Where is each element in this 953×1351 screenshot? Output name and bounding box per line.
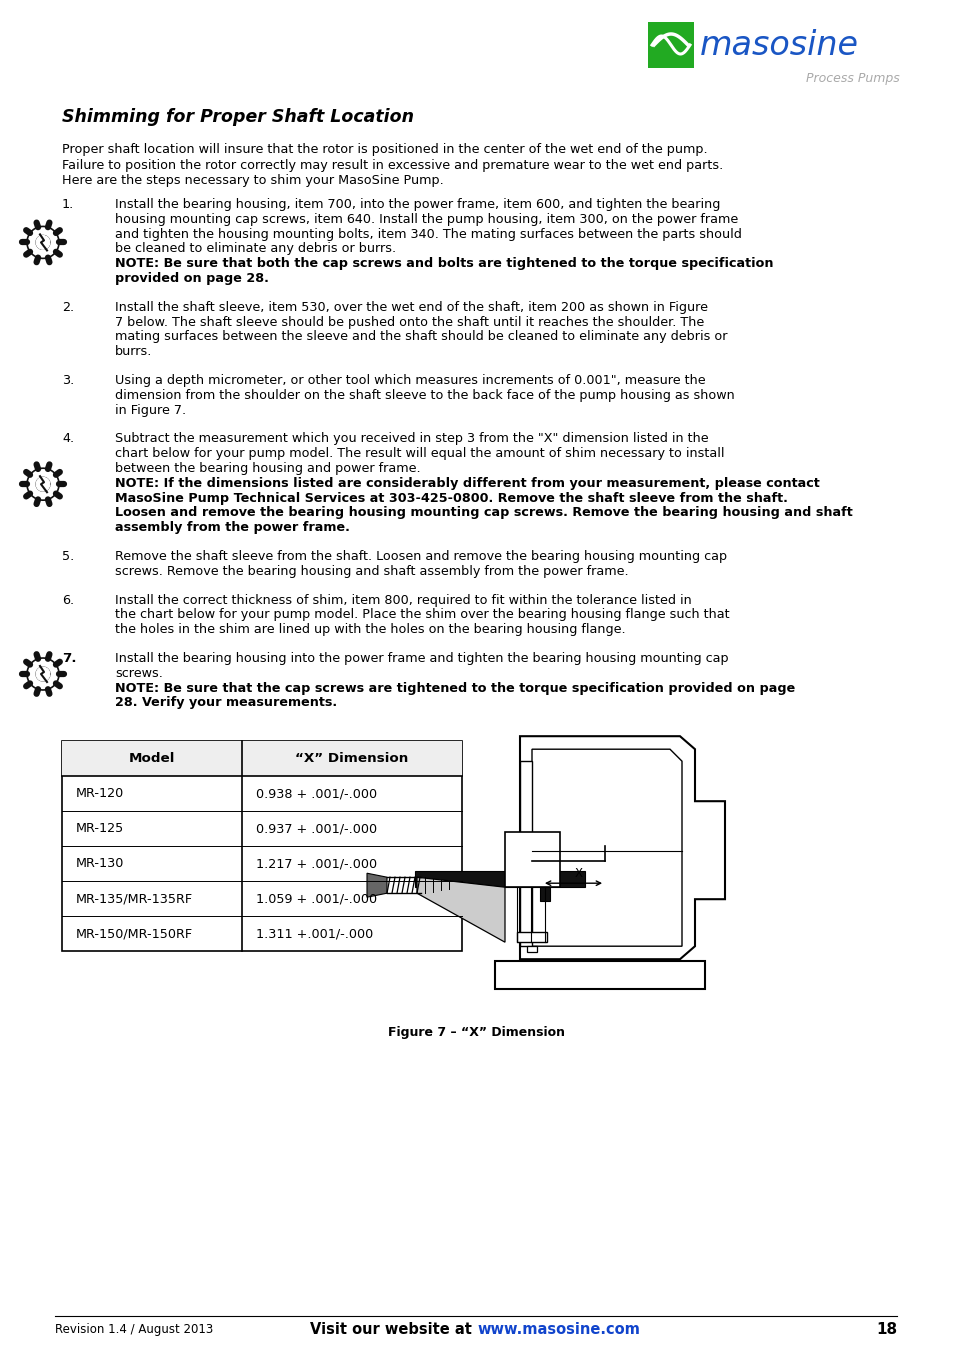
Text: MR-135/MR-135RF: MR-135/MR-135RF (76, 892, 193, 905)
Text: 0.937 + .001/-.000: 0.937 + .001/-.000 (255, 823, 376, 835)
Text: Here are the steps necessary to shim your MasoSine Pump.: Here are the steps necessary to shim you… (62, 174, 443, 186)
Text: NOTE: If the dimensions listed are considerably different from your measurement,: NOTE: If the dimensions listed are consi… (115, 477, 819, 490)
Text: MR-125: MR-125 (76, 823, 124, 835)
Text: NOTE: Be sure that the cap screws are tightened to the torque specification prov: NOTE: Be sure that the cap screws are ti… (115, 682, 795, 694)
Text: masosine: masosine (700, 30, 858, 62)
Bar (517, 932, 546, 942)
Text: screws. Remove the bearing housing and shaft assembly from the power frame.: screws. Remove the bearing housing and s… (115, 565, 628, 578)
Polygon shape (416, 877, 504, 942)
Text: Shimming for Proper Shaft Location: Shimming for Proper Shaft Location (62, 108, 414, 126)
Text: Install the bearing housing into the power frame and tighten the bearing housing: Install the bearing housing into the pow… (115, 653, 728, 665)
Text: chart below for your pump model. The result will equal the amount of shim necess: chart below for your pump model. The res… (115, 447, 723, 461)
Bar (62, 742, 461, 777)
Bar (415, 871, 584, 888)
Bar (495, 961, 704, 989)
Text: 18: 18 (875, 1323, 896, 1337)
Text: 1.: 1. (62, 199, 74, 211)
Text: the chart below for your pump model. Place the shim over the bearing housing fla: the chart below for your pump model. Pla… (115, 608, 729, 621)
Polygon shape (367, 873, 387, 897)
Text: dimension from the shoulder on the shaft sleeve to the back face of the pump hou: dimension from the shoulder on the shaft… (115, 389, 734, 401)
Text: in Figure 7.: in Figure 7. (115, 404, 186, 416)
Bar (526, 946, 537, 952)
Text: assembly from the power frame.: assembly from the power frame. (115, 521, 350, 534)
Text: 0.938 + .001/-.000: 0.938 + .001/-.000 (255, 788, 376, 800)
Text: MR-120: MR-120 (76, 788, 124, 800)
Text: 7.: 7. (62, 653, 76, 665)
Text: Remove the shaft sleeve from the shaft. Loosen and remove the bearing housing mo: Remove the shaft sleeve from the shaft. … (115, 550, 726, 563)
Text: and tighten the housing mounting bolts, item 340. The mating surfaces between th: and tighten the housing mounting bolts, … (115, 227, 741, 240)
Text: 4.: 4. (62, 432, 74, 446)
Text: www.masosine.com: www.masosine.com (476, 1323, 639, 1337)
Text: 1.059 + .001/-.000: 1.059 + .001/-.000 (255, 892, 376, 905)
Text: Process Pumps: Process Pumps (805, 72, 899, 85)
Text: 7 below. The shaft sleeve should be pushed onto the shaft until it reaches the s: 7 below. The shaft sleeve should be push… (115, 316, 703, 328)
Text: Loosen and remove the bearing housing mounting cap screws. Remove the bearing ho: Loosen and remove the bearing housing mo… (115, 507, 852, 519)
Text: 6.: 6. (62, 593, 74, 607)
Text: “X” Dimension: “X” Dimension (295, 753, 408, 765)
Text: MR-150/MR-150RF: MR-150/MR-150RF (76, 927, 193, 940)
Text: Subtract the measurement which you received in step 3 from the "X" dimension lis: Subtract the measurement which you recei… (115, 432, 708, 446)
Text: Visit our website at: Visit our website at (310, 1323, 476, 1337)
Text: 3.: 3. (62, 374, 74, 386)
Text: Model: Model (129, 753, 175, 765)
Polygon shape (519, 761, 532, 946)
Text: burrs.: burrs. (115, 346, 152, 358)
Text: 1.311 +.001/-.000: 1.311 +.001/-.000 (255, 927, 373, 940)
Text: screws.: screws. (115, 667, 163, 680)
Bar (539, 888, 550, 901)
Text: 28. Verify your measurements.: 28. Verify your measurements. (115, 696, 336, 709)
Text: Install the correct thickness of shim, item 800, required to fit within the tole: Install the correct thickness of shim, i… (115, 593, 691, 607)
Text: the holes in the shim are lined up with the holes on the bearing housing flange.: the holes in the shim are lined up with … (115, 623, 625, 636)
Text: Failure to position the rotor correctly may result in excessive and premature we: Failure to position the rotor correctly … (62, 158, 722, 172)
Text: X: X (574, 867, 582, 880)
Polygon shape (519, 736, 724, 959)
Bar (62, 742, 461, 951)
Text: mating surfaces between the sleeve and the shaft should be cleaned to eliminate : mating surfaces between the sleeve and t… (115, 331, 727, 343)
Text: provided on page 28.: provided on page 28. (115, 272, 269, 285)
Text: housing mounting cap screws, item 640. Install the pump housing, item 300, on th: housing mounting cap screws, item 640. I… (115, 213, 738, 226)
Text: Figure 7 – “X” Dimension: Figure 7 – “X” Dimension (388, 1027, 565, 1039)
Text: 1.217 + .001/-.000: 1.217 + .001/-.000 (255, 857, 376, 870)
Circle shape (36, 235, 50, 249)
Text: 2.: 2. (62, 301, 74, 313)
Text: between the bearing housing and power frame.: between the bearing housing and power fr… (115, 462, 420, 476)
Text: MR-130: MR-130 (76, 857, 124, 870)
Bar (504, 832, 559, 888)
Circle shape (36, 477, 50, 490)
Text: Install the bearing housing, item 700, into the power frame, item 600, and tight: Install the bearing housing, item 700, i… (115, 199, 720, 211)
Text: Install the shaft sleeve, item 530, over the wet end of the shaft, item 200 as s: Install the shaft sleeve, item 530, over… (115, 301, 707, 313)
Text: Using a depth micrometer, or other tool which measures increments of 0.001", mea: Using a depth micrometer, or other tool … (115, 374, 705, 386)
Text: Proper shaft location will insure that the rotor is positioned in the center of : Proper shaft location will insure that t… (62, 143, 707, 155)
Text: MasoSine Pump Technical Services at 303-425-0800. Remove the shaft sleeve from t: MasoSine Pump Technical Services at 303-… (115, 492, 787, 505)
Text: 5.: 5. (62, 550, 74, 563)
Circle shape (36, 667, 50, 681)
Polygon shape (532, 750, 681, 946)
Text: Revision 1.4 / August 2013: Revision 1.4 / August 2013 (55, 1324, 213, 1336)
Text: be cleaned to eliminate any debris or burrs.: be cleaned to eliminate any debris or bu… (115, 242, 395, 255)
Bar (647, 22, 693, 68)
Text: NOTE: Be sure that both the cap screws and bolts are tightened to the torque spe: NOTE: Be sure that both the cap screws a… (115, 257, 773, 270)
